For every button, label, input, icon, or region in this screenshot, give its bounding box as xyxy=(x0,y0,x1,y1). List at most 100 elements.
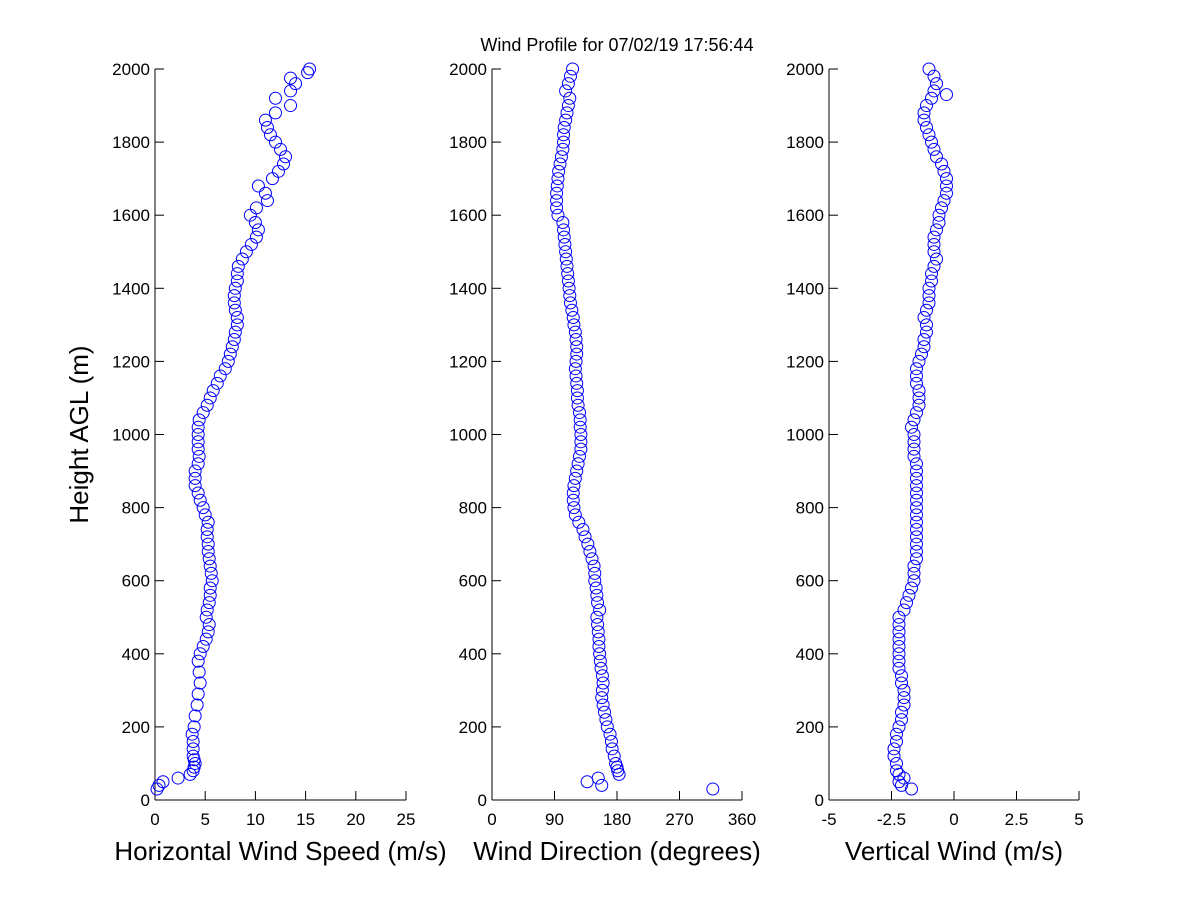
data-point xyxy=(895,713,908,727)
data-point xyxy=(940,172,953,186)
data-point xyxy=(258,186,272,200)
data-point xyxy=(917,340,931,354)
data-point xyxy=(188,471,202,485)
data-point xyxy=(221,354,235,368)
data-point xyxy=(568,508,582,522)
data-point xyxy=(570,376,584,390)
data-point xyxy=(571,398,585,412)
data-point xyxy=(193,676,207,690)
data-point xyxy=(284,84,298,98)
data-point xyxy=(912,354,926,368)
data-point xyxy=(559,252,573,266)
data-point xyxy=(201,625,215,639)
y-tick-label: 2000 xyxy=(449,60,487,79)
y-tick-label: 600 xyxy=(459,572,487,591)
data-point xyxy=(191,687,205,701)
y-tick-label: 1800 xyxy=(449,133,487,152)
y-tick-label: 1200 xyxy=(786,352,824,371)
x-axis-label: Vertical Wind (m/s) xyxy=(845,836,1063,866)
data-point xyxy=(591,771,605,785)
data-point xyxy=(920,325,933,339)
data-point xyxy=(244,237,258,251)
data-point xyxy=(598,705,611,719)
data-point xyxy=(191,428,205,441)
data-point xyxy=(563,296,577,310)
data-point xyxy=(578,530,592,544)
data-point xyxy=(203,588,217,602)
data-point xyxy=(595,778,609,792)
data-point xyxy=(190,698,204,712)
data-point xyxy=(892,654,906,668)
x-tick-label: 15 xyxy=(296,810,315,829)
data-point xyxy=(563,69,577,83)
data-point xyxy=(925,91,938,105)
data-point xyxy=(935,157,948,171)
data-point xyxy=(566,493,580,507)
data-point xyxy=(940,186,953,200)
data-point xyxy=(907,435,921,449)
data-point xyxy=(910,501,923,515)
data-point xyxy=(568,362,582,376)
data-point xyxy=(199,610,213,624)
data-point xyxy=(225,340,239,354)
data-point xyxy=(191,435,205,449)
data-point xyxy=(583,544,597,558)
data-point xyxy=(201,544,215,558)
data-point xyxy=(568,471,582,485)
data-point xyxy=(930,252,943,266)
x-tick-label: 270 xyxy=(665,810,693,829)
data-point xyxy=(560,106,574,120)
data-point xyxy=(895,705,908,719)
data-point xyxy=(907,566,921,580)
y-tick-label: 2000 xyxy=(112,60,150,79)
data-point xyxy=(248,216,262,230)
panel-vertical: 0 200 400 600 800 1000 1200 1400 1600 1800 2000 -5 -… xyxy=(786,60,1084,866)
data-point xyxy=(907,428,921,441)
data-point xyxy=(192,449,206,463)
data-point xyxy=(927,84,941,98)
data-point xyxy=(191,442,205,456)
y-tick-label: 1800 xyxy=(786,133,824,152)
x-tick-label: 5 xyxy=(200,810,209,829)
data-point xyxy=(596,698,610,712)
data-point xyxy=(228,281,242,295)
data-point xyxy=(570,347,584,361)
data-point xyxy=(907,449,921,463)
data-point xyxy=(271,164,285,178)
data-point xyxy=(213,369,227,383)
y-tick-label: 1400 xyxy=(786,279,824,298)
data-point xyxy=(585,552,599,566)
data-point xyxy=(892,639,906,653)
y-tick-label: 0 xyxy=(815,791,824,810)
data-point xyxy=(202,618,216,632)
data-point xyxy=(557,230,571,244)
data-point xyxy=(552,164,566,178)
data-point xyxy=(920,303,933,317)
data-point xyxy=(922,296,936,310)
data-point xyxy=(588,566,602,580)
data-point xyxy=(895,669,908,683)
data-point xyxy=(268,135,282,149)
data-point xyxy=(890,764,903,778)
data-point xyxy=(550,201,564,215)
y-tick-label: 0 xyxy=(478,791,487,810)
x-tick-label: -2.5 xyxy=(877,810,906,829)
data-point xyxy=(910,369,923,383)
x-tick-label: 20 xyxy=(346,810,365,829)
data-point xyxy=(592,639,606,653)
data-point xyxy=(591,618,605,632)
data-point xyxy=(203,581,217,595)
y-axis-label: Height AGL (m) xyxy=(64,345,94,523)
data-point xyxy=(920,318,933,332)
data-point xyxy=(568,325,582,339)
data-point xyxy=(935,201,948,215)
data-point xyxy=(905,581,918,595)
data-point xyxy=(605,742,619,756)
data-point xyxy=(200,398,214,412)
data-point xyxy=(223,347,237,361)
data-point xyxy=(609,756,623,770)
data-point xyxy=(191,420,205,434)
data-point xyxy=(892,647,906,661)
